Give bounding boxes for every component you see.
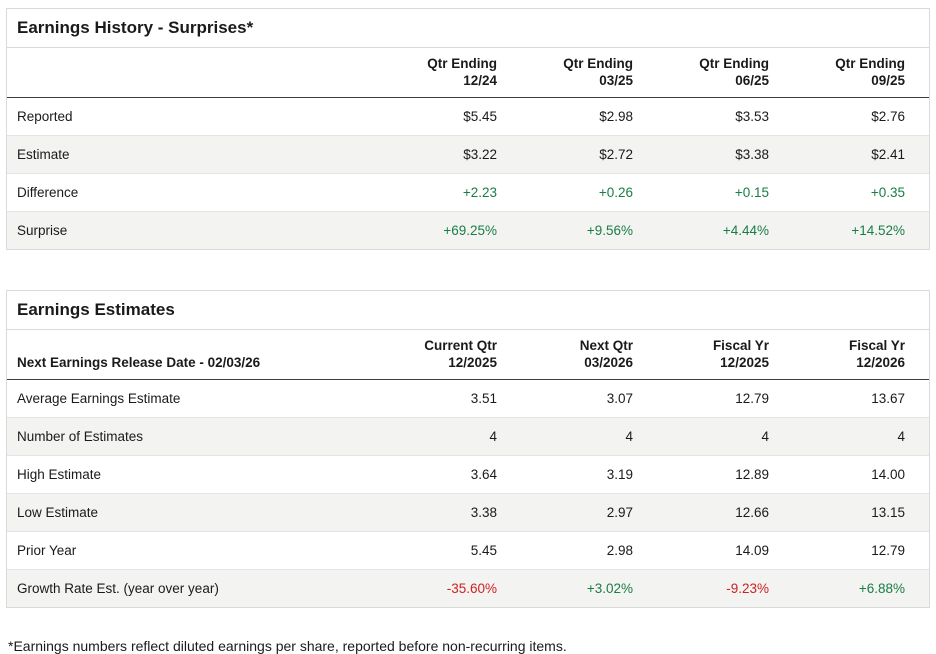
cell-value: 4 <box>521 417 657 456</box>
row-label: Surprise <box>7 211 386 249</box>
cell-value: 4 <box>385 417 522 456</box>
row-label: Average Earnings Estimate <box>7 379 386 418</box>
row-label: Reported <box>7 97 386 136</box>
cell-value: +3.02% <box>521 569 657 607</box>
cell-value: +6.88% <box>792 569 929 607</box>
cell-value: $3.22 <box>385 135 522 174</box>
cell-value: 12.79 <box>657 379 793 418</box>
cell-value: $2.72 <box>521 135 657 174</box>
cell-value: 12.79 <box>792 531 929 570</box>
cell-value: 3.38 <box>385 493 522 532</box>
row-label: Growth Rate Est. (year over year) <box>7 569 386 607</box>
table-row: Average Earnings Estimate 3.51 3.07 12.7… <box>7 379 929 418</box>
footnote: *Earnings numbers reflect diluted earnin… <box>8 637 567 654</box>
cell-value: 2.98 <box>521 531 657 570</box>
history-header-empty <box>7 48 386 98</box>
cell-value: +9.56% <box>521 211 657 249</box>
cell-value: -35.60% <box>385 569 522 607</box>
earnings-estimates-title: Earnings Estimates <box>7 291 929 330</box>
cell-value: 3.64 <box>385 455 522 494</box>
row-label: Number of Estimates <box>7 417 386 456</box>
table-row: Surprise +69.25% +9.56% +4.44% +14.52% <box>7 211 929 249</box>
cell-value: 3.19 <box>521 455 657 494</box>
column-header: Next Qtr 03/2026 <box>521 329 657 380</box>
cell-value: 4 <box>657 417 793 456</box>
row-label: Prior Year <box>7 531 386 570</box>
column-header: Qtr Ending 09/25 <box>792 48 929 98</box>
cell-value: $3.53 <box>657 97 793 136</box>
row-label: Low Estimate <box>7 493 386 532</box>
table-row: Reported $5.45 $2.98 $3.53 $2.76 <box>7 97 929 136</box>
cell-value: 13.15 <box>792 493 929 532</box>
column-header: Qtr Ending 03/25 <box>521 48 657 98</box>
cell-value: $2.76 <box>792 97 929 136</box>
cell-value: 3.07 <box>521 379 657 418</box>
table-row: Number of Estimates 4 4 4 4 <box>7 417 929 456</box>
earnings-history-table: Qtr Ending 12/24 Qtr Ending 03/25 Qtr En… <box>7 48 929 249</box>
table-row: Growth Rate Est. (year over year) -35.60… <box>7 569 929 607</box>
earnings-history-panel: Earnings History - Surprises* Qtr Ending… <box>6 8 930 250</box>
row-label: High Estimate <box>7 455 386 494</box>
cell-value: +69.25% <box>385 211 522 249</box>
table-row: Estimate $3.22 $2.72 $3.38 $2.41 <box>7 135 929 174</box>
column-header: Qtr Ending 06/25 <box>657 48 793 98</box>
cell-value: +0.15 <box>657 173 793 212</box>
cell-value: $2.98 <box>521 97 657 136</box>
cell-value: +14.52% <box>792 211 929 249</box>
cell-value: 13.67 <box>792 379 929 418</box>
next-earnings-release-date: Next Earnings Release Date - 02/03/26 <box>7 329 386 380</box>
row-label: Difference <box>7 173 386 212</box>
cell-value: 14.00 <box>792 455 929 494</box>
cell-value: +4.44% <box>657 211 793 249</box>
cell-value: +0.26 <box>521 173 657 212</box>
cell-value: 4 <box>792 417 929 456</box>
history-header-row: Qtr Ending 12/24 Qtr Ending 03/25 Qtr En… <box>7 48 929 98</box>
table-row: High Estimate 3.64 3.19 12.89 14.00 <box>7 455 929 494</box>
cell-value: $5.45 <box>385 97 522 136</box>
cell-value: +0.35 <box>792 173 929 212</box>
cell-value: 3.51 <box>385 379 522 418</box>
earnings-estimates-table: Next Earnings Release Date - 02/03/26 Cu… <box>7 329 929 607</box>
cell-value: $3.38 <box>657 135 793 174</box>
cell-value: 12.89 <box>657 455 793 494</box>
column-header: Fiscal Yr 12/2026 <box>792 329 929 380</box>
table-row: Prior Year 5.45 2.98 14.09 12.79 <box>7 531 929 570</box>
cell-value: $2.41 <box>792 135 929 174</box>
estimates-header-row: Next Earnings Release Date - 02/03/26 Cu… <box>7 329 929 380</box>
table-row: Difference +2.23 +0.26 +0.15 +0.35 <box>7 173 929 212</box>
cell-value: 2.97 <box>521 493 657 532</box>
earnings-history-title: Earnings History - Surprises* <box>7 9 929 48</box>
column-header: Qtr Ending 12/24 <box>385 48 522 98</box>
earnings-estimates-panel: Earnings Estimates Next Earnings Release… <box>6 289 930 608</box>
cell-value: -9.23% <box>657 569 793 607</box>
cell-value: 5.45 <box>385 531 522 570</box>
cell-value: 14.09 <box>657 531 793 570</box>
table-row: Low Estimate 3.38 2.97 12.66 13.15 <box>7 493 929 532</box>
column-header: Fiscal Yr 12/2025 <box>657 329 793 380</box>
cell-value: 12.66 <box>657 493 793 532</box>
row-label: Estimate <box>7 135 386 174</box>
column-header: Current Qtr 12/2025 <box>385 329 522 380</box>
cell-value: +2.23 <box>385 173 522 212</box>
